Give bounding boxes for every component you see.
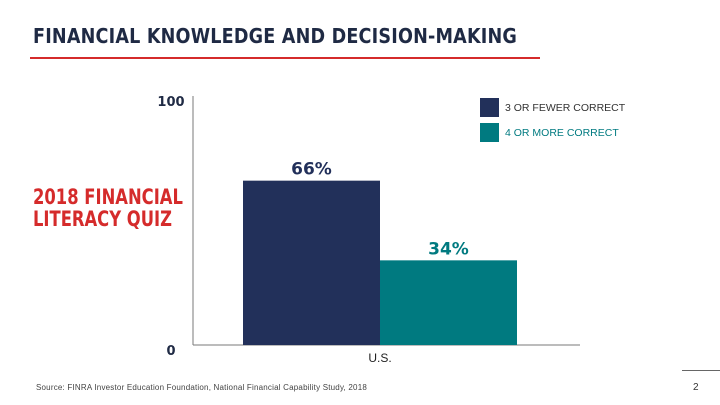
bar-value-label: 34% [428, 239, 469, 259]
bar-three-or-fewer [243, 180, 380, 345]
page-number: 2 [693, 382, 699, 393]
bar-four-or-more [380, 260, 517, 345]
quiz-label-line-1: 2018 FINANCIAL [33, 185, 183, 209]
quiz-label: 2018 FINANCIAL LITERACY QUIZ [33, 186, 183, 230]
bar-value-label: 66% [291, 160, 332, 180]
source-note: Source: FINRA Investor Education Foundat… [36, 383, 368, 392]
page-title: FINANCIAL KNOWLEDGE AND DECISION-MAKING [33, 24, 518, 48]
y-tick-label: 0 [166, 344, 175, 359]
legend-swatch [480, 98, 499, 117]
legend-swatch [480, 123, 499, 142]
page-number-rule [682, 370, 720, 371]
title-underline [30, 57, 540, 59]
quiz-label-line-2: LITERACY QUIZ [33, 207, 172, 231]
legend-label: 4 OR MORE CORRECT [505, 127, 619, 139]
y-tick-label: 100 [157, 95, 184, 110]
x-category-label: U.S. [368, 351, 391, 365]
legend-label: 3 OR FEWER CORRECT [505, 102, 626, 114]
